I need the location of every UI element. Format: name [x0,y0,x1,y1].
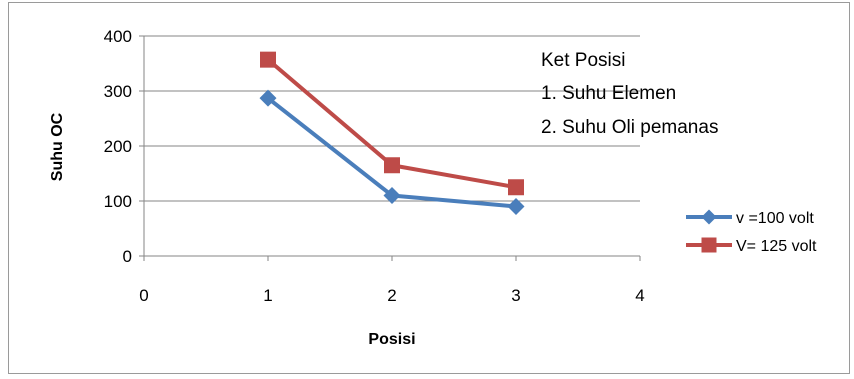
series [259,51,525,215]
series-2 [260,51,524,196]
x-tick-label: 2 [387,286,396,305]
annotation-item-2: 2. Suhu Oli pemanas [541,117,718,138]
legend-label: v =100 volt [736,210,814,227]
series-1 [259,89,525,215]
legend-item-2: V= 125 volt [686,237,817,255]
y-tick-label: 400 [104,27,132,46]
annotation-item-1: 1. Suhu Elemen [541,83,676,104]
y-tick-label: 100 [104,192,132,211]
data-point [260,51,276,68]
legend-swatch-marker [701,237,717,253]
y-tick-label: 300 [104,82,132,101]
y-tick-label: 200 [104,137,132,156]
x-tick-label: 4 [635,286,644,305]
data-point [259,89,277,107]
x-axis-title: Posisi [368,331,415,348]
legend-swatch-marker [701,209,717,225]
data-point [384,157,400,174]
legend: v =100 volt V= 125 volt [686,209,817,255]
annotation-box: Ket Posisi 1. Suhu Elemen 2. Suhu Oli pe… [541,50,718,138]
tick-labels: 0 100 200 300 400 0 1 2 3 4 [104,27,645,305]
legend-label: V= 125 volt [736,238,817,255]
y-tick-label: 0 [123,247,132,266]
data-point [507,198,525,215]
legend-item-1: v =100 volt [686,209,814,227]
x-tick-label: 3 [511,286,520,305]
x-tick-label: 1 [263,286,272,305]
y-axis-title: Suhu OC [49,112,66,181]
annotation-heading: Ket Posisi [541,50,625,71]
x-tick-label: 0 [139,286,148,305]
chart-frame [8,2,850,374]
data-point [383,187,401,204]
data-point [508,179,524,196]
